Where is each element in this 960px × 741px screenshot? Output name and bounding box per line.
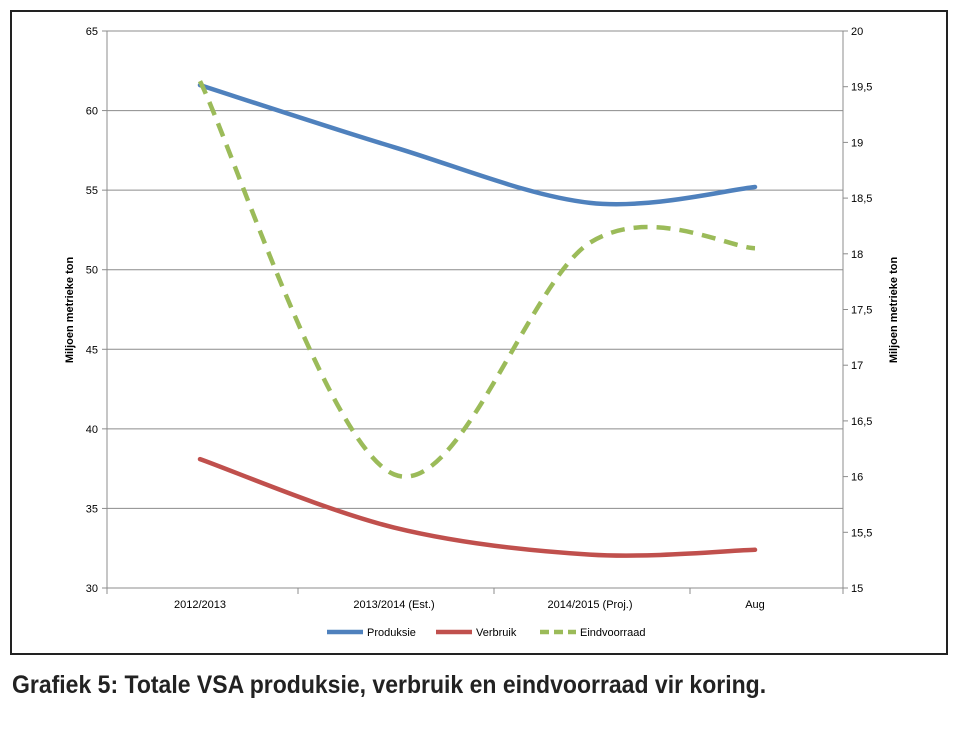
legend: Produksie Verbruik Eindvoorraad [327, 627, 645, 639]
y-tick-label-left: 30 [86, 583, 98, 595]
series-line-eindvoorraad [197, 80, 756, 479]
y-tick-label-left: 50 [86, 265, 98, 277]
chart-frame [10, 10, 948, 655]
series-lines [197, 80, 758, 558]
y-tick-label-left: 65 [86, 26, 98, 38]
y-tick-label-right: 16 [851, 472, 863, 484]
x-tick-label: 2013/2014 (Est.) [353, 599, 434, 611]
y-tick-label-left: 55 [86, 185, 98, 197]
x-tick-label: 2014/2015 (Proj.) [548, 599, 633, 611]
y-tick-label-right: 19 [851, 137, 863, 149]
y-tick-label-right: 18 [851, 249, 863, 261]
y-tick-label-right: 19,5 [851, 82, 872, 94]
y-tick-label-right: 17 [851, 360, 863, 372]
gridlines [107, 30, 843, 509]
series-line-verbruik [197, 456, 758, 558]
y-axis-label-left: Miljoen metrieke ton [64, 257, 76, 364]
y-tick-label-right: 17,5 [851, 305, 872, 317]
y-tick-label-right: 18,5 [851, 193, 872, 205]
y-tick-label-left: 40 [86, 424, 98, 436]
y-tick-label-left: 60 [86, 106, 98, 118]
series-line-produksie [197, 82, 758, 207]
legend-label-produksie: Produksie [367, 627, 416, 639]
legend-label-verbruik: Verbruik [476, 627, 517, 639]
y-tick-label-right: 16,5 [851, 416, 872, 428]
figure-caption: Grafiek 5: Totale VSA produksie, verbrui… [12, 671, 767, 699]
y-tick-label-left: 45 [86, 344, 98, 356]
y-tick-label-right: 20 [851, 26, 863, 38]
y-tick-label-right: 15,5 [851, 527, 872, 539]
y-tick-label-right: 15 [851, 583, 863, 595]
x-tick-label: 2012/2013 [174, 599, 226, 611]
legend-label-eindvoorraad: Eindvoorraad [580, 627, 645, 639]
y-tick-label-left: 35 [86, 503, 98, 515]
x-tick-label: Aug [745, 599, 765, 611]
y-axis-label-right: Miljoen metrieke ton [888, 257, 900, 364]
axes: 30 35 40 45 50 55 60 65 15 15,5 16 16,5 17 17,5 18 18,5… [86, 26, 873, 611]
